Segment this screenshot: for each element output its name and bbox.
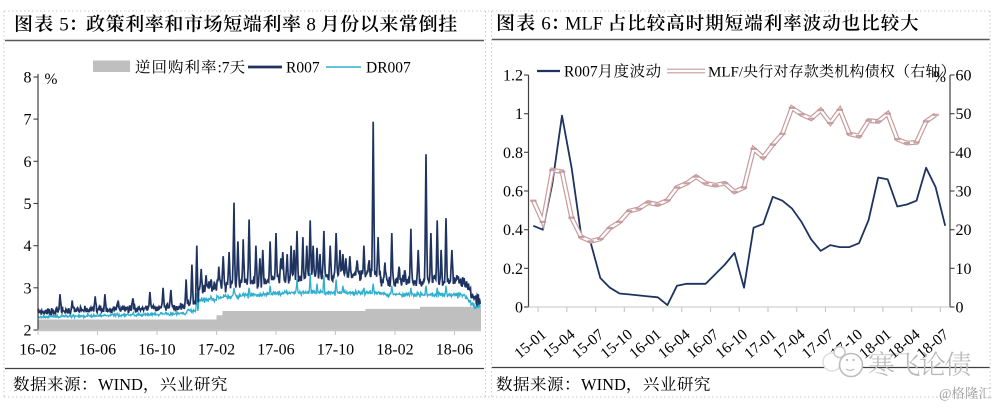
svg-text:8: 8	[306, 15, 316, 36]
svg-text:60: 60	[956, 68, 972, 85]
svg-text:WIND: WIND	[581, 375, 626, 394]
svg-text:4: 4	[24, 238, 32, 255]
svg-text:MLF: MLF	[565, 15, 603, 35]
svg-text:DR007: DR007	[366, 60, 411, 77]
svg-text:0.8: 0.8	[503, 145, 523, 162]
svg-text:0: 0	[515, 300, 523, 317]
svg-text:20: 20	[956, 222, 972, 239]
svg-text:16-02: 16-02	[19, 342, 56, 359]
svg-text:MLF/: MLF/	[708, 65, 744, 81]
svg-text:18-02: 18-02	[376, 342, 413, 359]
svg-text:0.2: 0.2	[503, 261, 523, 278]
svg-text:1.2: 1.2	[503, 68, 523, 85]
svg-text:16-06: 16-06	[79, 342, 116, 359]
svg-text:1: 1	[515, 106, 523, 123]
svg-text:6: 6	[541, 14, 551, 35]
svg-text:30: 30	[956, 184, 972, 201]
svg-text:7: 7	[24, 112, 32, 129]
svg-text:50: 50	[956, 106, 972, 123]
svg-text::7: :7	[218, 60, 230, 77]
svg-text:16-10: 16-10	[138, 342, 175, 359]
svg-text:17-02: 17-02	[198, 342, 235, 359]
svg-text:5: 5	[59, 15, 68, 36]
svg-text:R007: R007	[564, 64, 598, 81]
svg-text:3: 3	[24, 280, 32, 297]
svg-text:0.6: 0.6	[503, 184, 523, 201]
svg-text:2: 2	[24, 323, 32, 340]
svg-text:5: 5	[24, 196, 32, 213]
svg-text:%: %	[45, 71, 58, 88]
svg-text:8: 8	[24, 70, 32, 87]
svg-text:17-10: 17-10	[317, 342, 354, 359]
svg-text:WIND: WIND	[98, 375, 143, 394]
svg-text:@: @	[939, 386, 951, 401]
svg-text:17-06: 17-06	[257, 342, 294, 359]
svg-text:18-06: 18-06	[436, 342, 473, 359]
svg-text:6: 6	[24, 154, 32, 171]
svg-text:0.4: 0.4	[503, 222, 523, 239]
svg-text:0: 0	[956, 300, 964, 317]
svg-text:%: %	[933, 69, 946, 86]
svg-text:R007: R007	[286, 60, 320, 77]
svg-text:40: 40	[956, 145, 972, 162]
svg-text:10: 10	[956, 261, 972, 278]
